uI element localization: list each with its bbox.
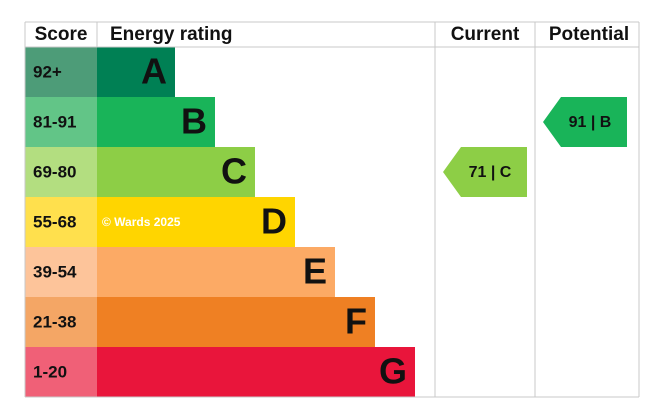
score-label: 21-38 [33, 312, 76, 331]
rating-letter: A [141, 51, 167, 92]
potential-label: 91 | B [569, 114, 612, 131]
score-cell [25, 147, 97, 197]
score-label: 92+ [33, 62, 62, 81]
header-current: Current [451, 24, 520, 45]
header-energy-rating: Energy rating [110, 24, 232, 45]
score-cell [25, 197, 97, 247]
score-label: 1-20 [33, 362, 67, 381]
score-cell [25, 97, 97, 147]
header-score: Score [35, 24, 88, 45]
rating-bar [97, 347, 415, 397]
rating-letter: B [181, 101, 207, 142]
score-cell [25, 47, 97, 97]
score-cell [25, 247, 97, 297]
potential-arrow [543, 97, 627, 147]
rating-letter: E [303, 251, 327, 292]
score-label: 81-91 [33, 112, 76, 131]
header-potential: Potential [549, 24, 629, 45]
score-cell [25, 347, 97, 397]
rating-bar [97, 297, 375, 347]
rating-bar [97, 197, 295, 247]
watermark: © Wards 2025 [102, 215, 181, 229]
score-cell [25, 297, 97, 347]
score-label: 69-80 [33, 162, 76, 181]
rating-letter: F [345, 301, 367, 342]
current-label: 71 | C [469, 164, 512, 181]
rating-letter: C [221, 151, 247, 192]
rating-letter: D [261, 201, 287, 242]
rating-bar [97, 47, 175, 97]
rating-letter: G [379, 351, 407, 392]
rating-bar [97, 97, 215, 147]
current-arrow [443, 147, 527, 197]
score-label: 55-68 [33, 212, 76, 231]
rating-bar [97, 247, 335, 297]
score-label: 39-54 [33, 262, 77, 281]
rating-bar [97, 147, 255, 197]
